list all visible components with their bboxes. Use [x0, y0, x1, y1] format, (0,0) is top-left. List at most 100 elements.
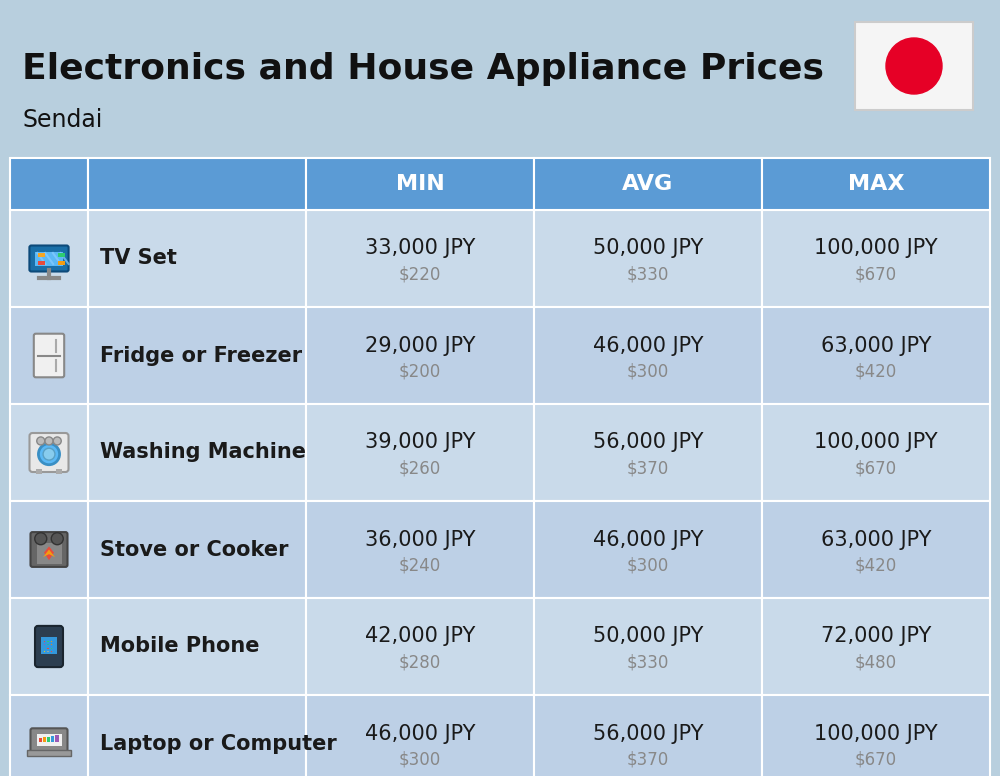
Bar: [534, 404, 762, 501]
Text: 50,000 JPY: 50,000 JPY: [593, 238, 703, 258]
Bar: [44, 641, 45, 643]
Text: MIN: MIN: [396, 174, 444, 194]
Bar: [534, 307, 762, 404]
Bar: [38, 262, 45, 265]
Bar: [51, 736, 54, 742]
Text: 46,000 JPY: 46,000 JPY: [593, 529, 703, 549]
Bar: [10, 307, 88, 404]
Bar: [306, 404, 534, 501]
Bar: [306, 307, 534, 404]
Text: $330: $330: [627, 265, 669, 283]
Bar: [534, 598, 762, 695]
Bar: [51, 641, 52, 643]
Bar: [47, 651, 49, 652]
Bar: [38, 738, 42, 742]
Bar: [51, 651, 52, 652]
Text: 100,000 JPY: 100,000 JPY: [814, 723, 938, 743]
Circle shape: [45, 437, 53, 445]
Bar: [534, 695, 762, 776]
Text: 46,000 JPY: 46,000 JPY: [593, 335, 703, 355]
Bar: [58, 262, 65, 265]
Bar: [43, 737, 46, 742]
Text: 56,000 JPY: 56,000 JPY: [593, 432, 703, 452]
Text: 63,000 JPY: 63,000 JPY: [821, 335, 931, 355]
Text: $480: $480: [855, 653, 897, 671]
FancyBboxPatch shape: [30, 433, 68, 472]
Bar: [306, 695, 534, 776]
Bar: [47, 736, 50, 742]
Bar: [47, 647, 49, 649]
Bar: [36, 734, 62, 746]
Bar: [51, 644, 52, 646]
Bar: [36, 469, 42, 474]
Bar: [10, 695, 88, 776]
Bar: [41, 637, 57, 654]
Circle shape: [43, 449, 55, 460]
Bar: [88, 210, 306, 307]
Bar: [88, 404, 306, 501]
Bar: [534, 501, 762, 598]
Bar: [88, 598, 306, 695]
Circle shape: [38, 444, 60, 465]
Circle shape: [53, 437, 61, 445]
Bar: [762, 598, 990, 695]
Bar: [534, 210, 762, 307]
Circle shape: [886, 38, 942, 94]
Polygon shape: [43, 549, 55, 557]
Text: Washing Machine: Washing Machine: [100, 442, 306, 462]
Bar: [51, 647, 52, 649]
Text: $670: $670: [855, 459, 897, 477]
Bar: [88, 307, 306, 404]
Text: $220: $220: [399, 265, 441, 283]
Text: $420: $420: [855, 362, 897, 380]
Text: 42,000 JPY: 42,000 JPY: [365, 626, 475, 646]
Circle shape: [35, 532, 47, 545]
Text: $670: $670: [855, 750, 897, 768]
Text: 63,000 JPY: 63,000 JPY: [821, 529, 931, 549]
Text: 33,000 JPY: 33,000 JPY: [365, 238, 475, 258]
Text: 39,000 JPY: 39,000 JPY: [365, 432, 475, 452]
Bar: [47, 641, 49, 643]
Circle shape: [37, 437, 45, 445]
Circle shape: [51, 532, 63, 545]
Text: $330: $330: [627, 653, 669, 671]
Text: 100,000 JPY: 100,000 JPY: [814, 432, 938, 452]
Bar: [10, 404, 88, 501]
Text: TV Set: TV Set: [100, 248, 177, 268]
Text: 56,000 JPY: 56,000 JPY: [593, 723, 703, 743]
Bar: [762, 158, 990, 210]
FancyBboxPatch shape: [35, 626, 63, 667]
Bar: [44, 647, 45, 649]
Bar: [762, 404, 990, 501]
Bar: [88, 501, 306, 598]
FancyBboxPatch shape: [34, 334, 64, 377]
FancyBboxPatch shape: [36, 542, 62, 564]
Bar: [534, 158, 762, 210]
Text: AVG: AVG: [622, 174, 674, 194]
Text: $300: $300: [627, 362, 669, 380]
FancyBboxPatch shape: [35, 251, 63, 265]
Text: $370: $370: [627, 750, 669, 768]
Text: $240: $240: [399, 556, 441, 574]
Polygon shape: [39, 546, 59, 560]
Text: $200: $200: [399, 362, 441, 380]
Text: 100,000 JPY: 100,000 JPY: [814, 238, 938, 258]
Text: Electronics and House Appliance Prices: Electronics and House Appliance Prices: [22, 52, 824, 86]
Text: Stove or Cooker: Stove or Cooker: [100, 539, 288, 559]
Bar: [38, 253, 45, 257]
Text: Fridge or Freezer: Fridge or Freezer: [100, 345, 302, 365]
Text: 72,000 JPY: 72,000 JPY: [821, 626, 931, 646]
FancyBboxPatch shape: [30, 532, 68, 567]
Text: $300: $300: [627, 556, 669, 574]
Text: $670: $670: [855, 265, 897, 283]
Text: $420: $420: [855, 556, 897, 574]
Bar: [10, 158, 88, 210]
Bar: [762, 501, 990, 598]
Bar: [44, 644, 45, 646]
Text: Mobile Phone: Mobile Phone: [100, 636, 260, 656]
Text: 50,000 JPY: 50,000 JPY: [593, 626, 703, 646]
Bar: [44, 651, 45, 652]
Bar: [88, 158, 306, 210]
Bar: [306, 598, 534, 695]
Bar: [58, 253, 65, 257]
